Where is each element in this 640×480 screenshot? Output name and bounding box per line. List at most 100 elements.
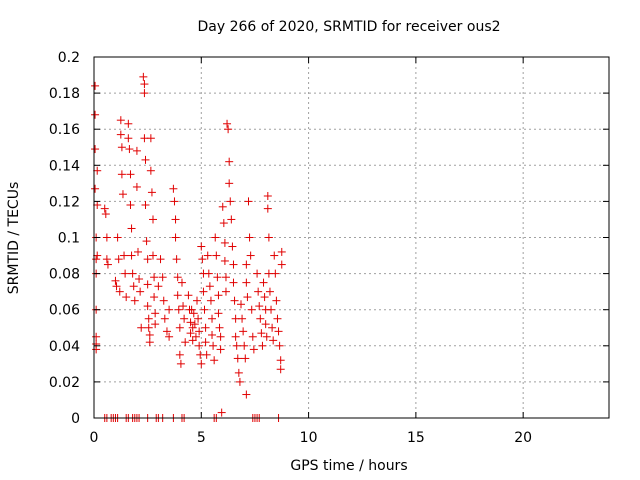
data-point	[132, 146, 141, 155]
data-point	[126, 201, 135, 210]
y-tick-label: 0.02	[49, 375, 80, 391]
data-point	[151, 320, 160, 329]
data-point	[204, 269, 213, 278]
data-point	[189, 309, 198, 318]
data-point	[226, 197, 235, 206]
data-point	[144, 314, 153, 323]
data-point	[93, 166, 102, 175]
data-point	[275, 341, 284, 350]
y-tick-label: 0.18	[49, 86, 80, 102]
y-tick-label: 0	[71, 411, 80, 427]
data-point	[102, 255, 111, 264]
data-point	[238, 314, 247, 323]
data-point	[202, 350, 211, 359]
data-point	[249, 345, 258, 354]
data-point	[201, 323, 210, 332]
data-point	[261, 320, 270, 329]
data-point	[133, 247, 142, 256]
data-point	[197, 359, 206, 368]
data-point	[181, 338, 190, 347]
data-point	[203, 251, 212, 260]
data-point	[171, 233, 180, 242]
data-point	[247, 305, 256, 314]
x-tick-label: 5	[197, 430, 206, 446]
y-tick-label: 0.1	[58, 231, 80, 247]
data-point	[270, 251, 279, 260]
data-point	[115, 287, 124, 296]
data-point	[154, 282, 163, 291]
data-point	[180, 314, 189, 323]
data-point	[273, 314, 282, 323]
data-point	[171, 215, 180, 224]
data-point	[117, 170, 126, 179]
data-point	[214, 291, 223, 300]
data-point	[150, 293, 159, 302]
data-point	[195, 341, 204, 350]
data-point	[215, 323, 224, 332]
data-point	[244, 197, 253, 206]
data-point	[274, 327, 283, 336]
data-point	[172, 255, 181, 264]
data-point	[93, 251, 102, 260]
data-point	[173, 291, 182, 300]
data-point	[143, 302, 152, 311]
data-point	[122, 293, 131, 302]
data-point	[186, 318, 195, 327]
data-point	[255, 302, 264, 311]
x-tick-label: 20	[514, 430, 532, 446]
data-point	[118, 190, 127, 199]
data-point	[184, 291, 193, 300]
data-point	[91, 184, 100, 193]
data-point	[199, 287, 208, 296]
data-point	[141, 201, 150, 210]
x-tick-label: 15	[407, 430, 425, 446]
data-point	[175, 323, 184, 332]
data-point	[221, 273, 230, 282]
data-point	[225, 179, 234, 188]
data-point	[144, 323, 153, 332]
y-tick-label: 0.16	[49, 122, 80, 138]
data-point	[102, 233, 111, 242]
data-point	[156, 255, 165, 264]
data-point	[228, 242, 237, 251]
data-point	[213, 273, 222, 282]
data-point	[165, 332, 174, 341]
data-point	[209, 341, 218, 350]
data-point	[93, 201, 102, 210]
data-point	[112, 282, 121, 291]
data-point	[265, 287, 274, 296]
data-point	[111, 276, 120, 285]
y-tick-label: 0.2	[58, 50, 80, 66]
data-point	[190, 320, 199, 329]
data-point	[91, 110, 100, 119]
data-point	[276, 365, 285, 374]
y-tick-label: 0.06	[49, 303, 80, 319]
data-point	[240, 341, 249, 350]
data-point	[205, 282, 214, 291]
data-point	[198, 255, 207, 264]
data-point	[117, 143, 126, 152]
data-point	[246, 251, 255, 260]
data-point	[135, 275, 144, 284]
data-point	[162, 327, 171, 336]
data-point	[242, 260, 251, 269]
data-point	[188, 336, 197, 345]
y-tick-label: 0.08	[49, 267, 80, 283]
data-point	[130, 296, 139, 305]
data-point	[116, 130, 125, 139]
data-point	[160, 314, 169, 323]
data-point	[257, 329, 266, 338]
data-point	[193, 296, 201, 305]
data-point	[126, 170, 135, 179]
data-point	[253, 269, 262, 278]
data-point	[229, 278, 238, 287]
data-point	[269, 336, 278, 345]
data-point	[191, 332, 200, 341]
data-point	[214, 309, 223, 318]
data-point	[224, 125, 233, 134]
data-point	[206, 296, 215, 305]
data-point	[121, 269, 130, 278]
data-point	[129, 282, 138, 291]
data-point	[100, 204, 109, 213]
data-point	[136, 287, 145, 296]
